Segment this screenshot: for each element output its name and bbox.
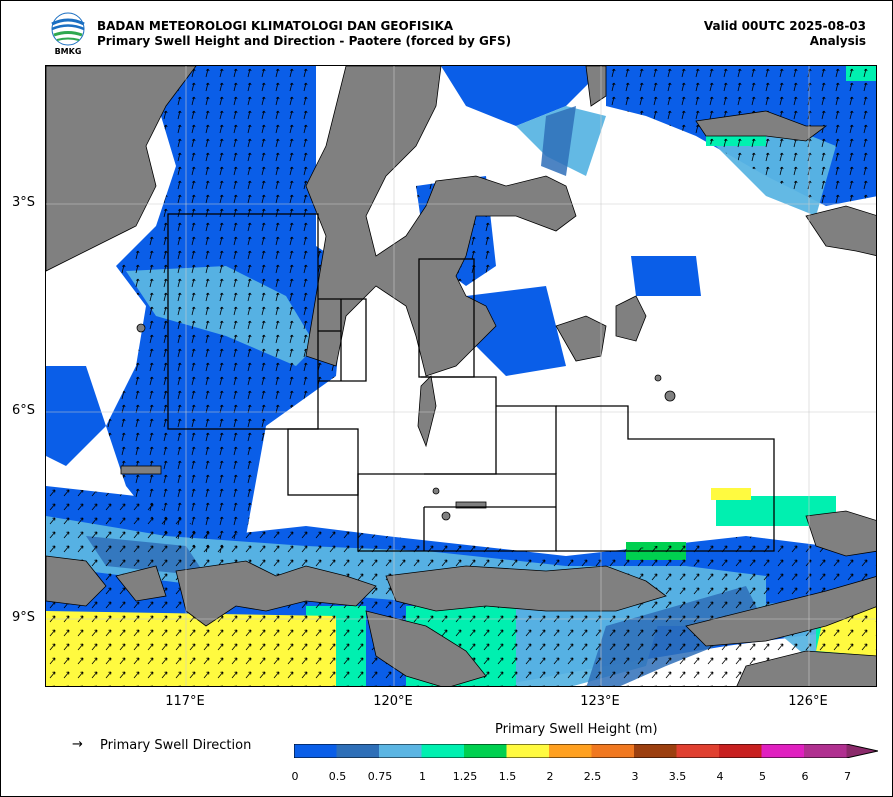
- graticule: [46, 66, 876, 686]
- colorbar-tick-label: 3: [631, 770, 639, 783]
- colorbar-tick-label: 1.5: [498, 770, 517, 783]
- lat-label-9s: 9°S: [12, 610, 36, 625]
- direction-arrow-icon: →: [72, 737, 83, 752]
- analysis-label: Analysis: [809, 34, 866, 48]
- map-canvas: [46, 66, 876, 686]
- colorbar: [294, 744, 878, 758]
- logo-text: BMKG: [55, 47, 82, 56]
- colorbar-segment: [421, 744, 464, 758]
- colorbar-tick-label: 7: [844, 770, 851, 783]
- colorbar-segment: [506, 744, 549, 758]
- product-subtitle: Primary Swell Height and Direction - Pao…: [97, 34, 512, 48]
- colorbar-segment: [464, 744, 507, 758]
- valid-time: Valid 00UTC 2025-08-03: [703, 19, 866, 33]
- colorbar-tick-label: 5: [759, 770, 766, 783]
- colorbar-tick-label: 2.5: [583, 770, 602, 783]
- colorbar-segment: [719, 744, 762, 758]
- lon-label-120e: 120°E: [373, 694, 413, 709]
- lat-label-6s: 6°S: [12, 403, 36, 418]
- colorbar-segment: [634, 744, 677, 758]
- lat-label-3s: 3°S: [12, 195, 36, 210]
- lon-label-117e: 117°E: [165, 694, 205, 709]
- swell-map[interactable]: [45, 65, 877, 687]
- colorbar-segment: [549, 744, 592, 758]
- colorbar-tick-label: 0.5: [328, 770, 347, 783]
- colorbar-segment: [379, 744, 422, 758]
- colorbar-tick-label: 0.75: [367, 770, 393, 783]
- colorbar-title: Primary Swell Height (m): [495, 722, 658, 737]
- lon-label-126e: 126°E: [788, 694, 828, 709]
- header-valid: Valid 00UTC 2025-08-03 Analysis: [704, 19, 866, 49]
- colorbar-tick-label: 2: [546, 770, 554, 783]
- colorbar-tick-label: 0: [291, 770, 299, 783]
- direction-legend-label: Primary Swell Direction: [100, 738, 252, 753]
- colorbar-segment: [676, 744, 719, 758]
- colorbar-segment: [294, 744, 337, 758]
- colorbar-segment: [804, 744, 847, 758]
- colorbar-tick-label: 6: [801, 770, 809, 783]
- colorbar-extension: [846, 744, 878, 758]
- colorbar-segment: [591, 744, 634, 758]
- forecast-zones: [167, 213, 775, 552]
- colorbar-tick-label: 1.25: [452, 770, 478, 783]
- lon-label-123e: 123°E: [580, 694, 620, 709]
- colorbar-segment: [761, 744, 804, 758]
- bmkg-logo: BMKG: [51, 12, 85, 56]
- colorbar-segment: [336, 744, 379, 758]
- org-title: BADAN METEOROLOGI KLIMATOLOGI DAN GEOFIS…: [97, 19, 454, 33]
- colorbar-tick-label: 4: [716, 770, 724, 783]
- colorbar-tick-label: 3.5: [668, 770, 687, 783]
- header-titles: BADAN METEOROLOGI KLIMATOLOGI DAN GEOFIS…: [97, 19, 511, 49]
- colorbar-tick-label: 1: [419, 770, 426, 783]
